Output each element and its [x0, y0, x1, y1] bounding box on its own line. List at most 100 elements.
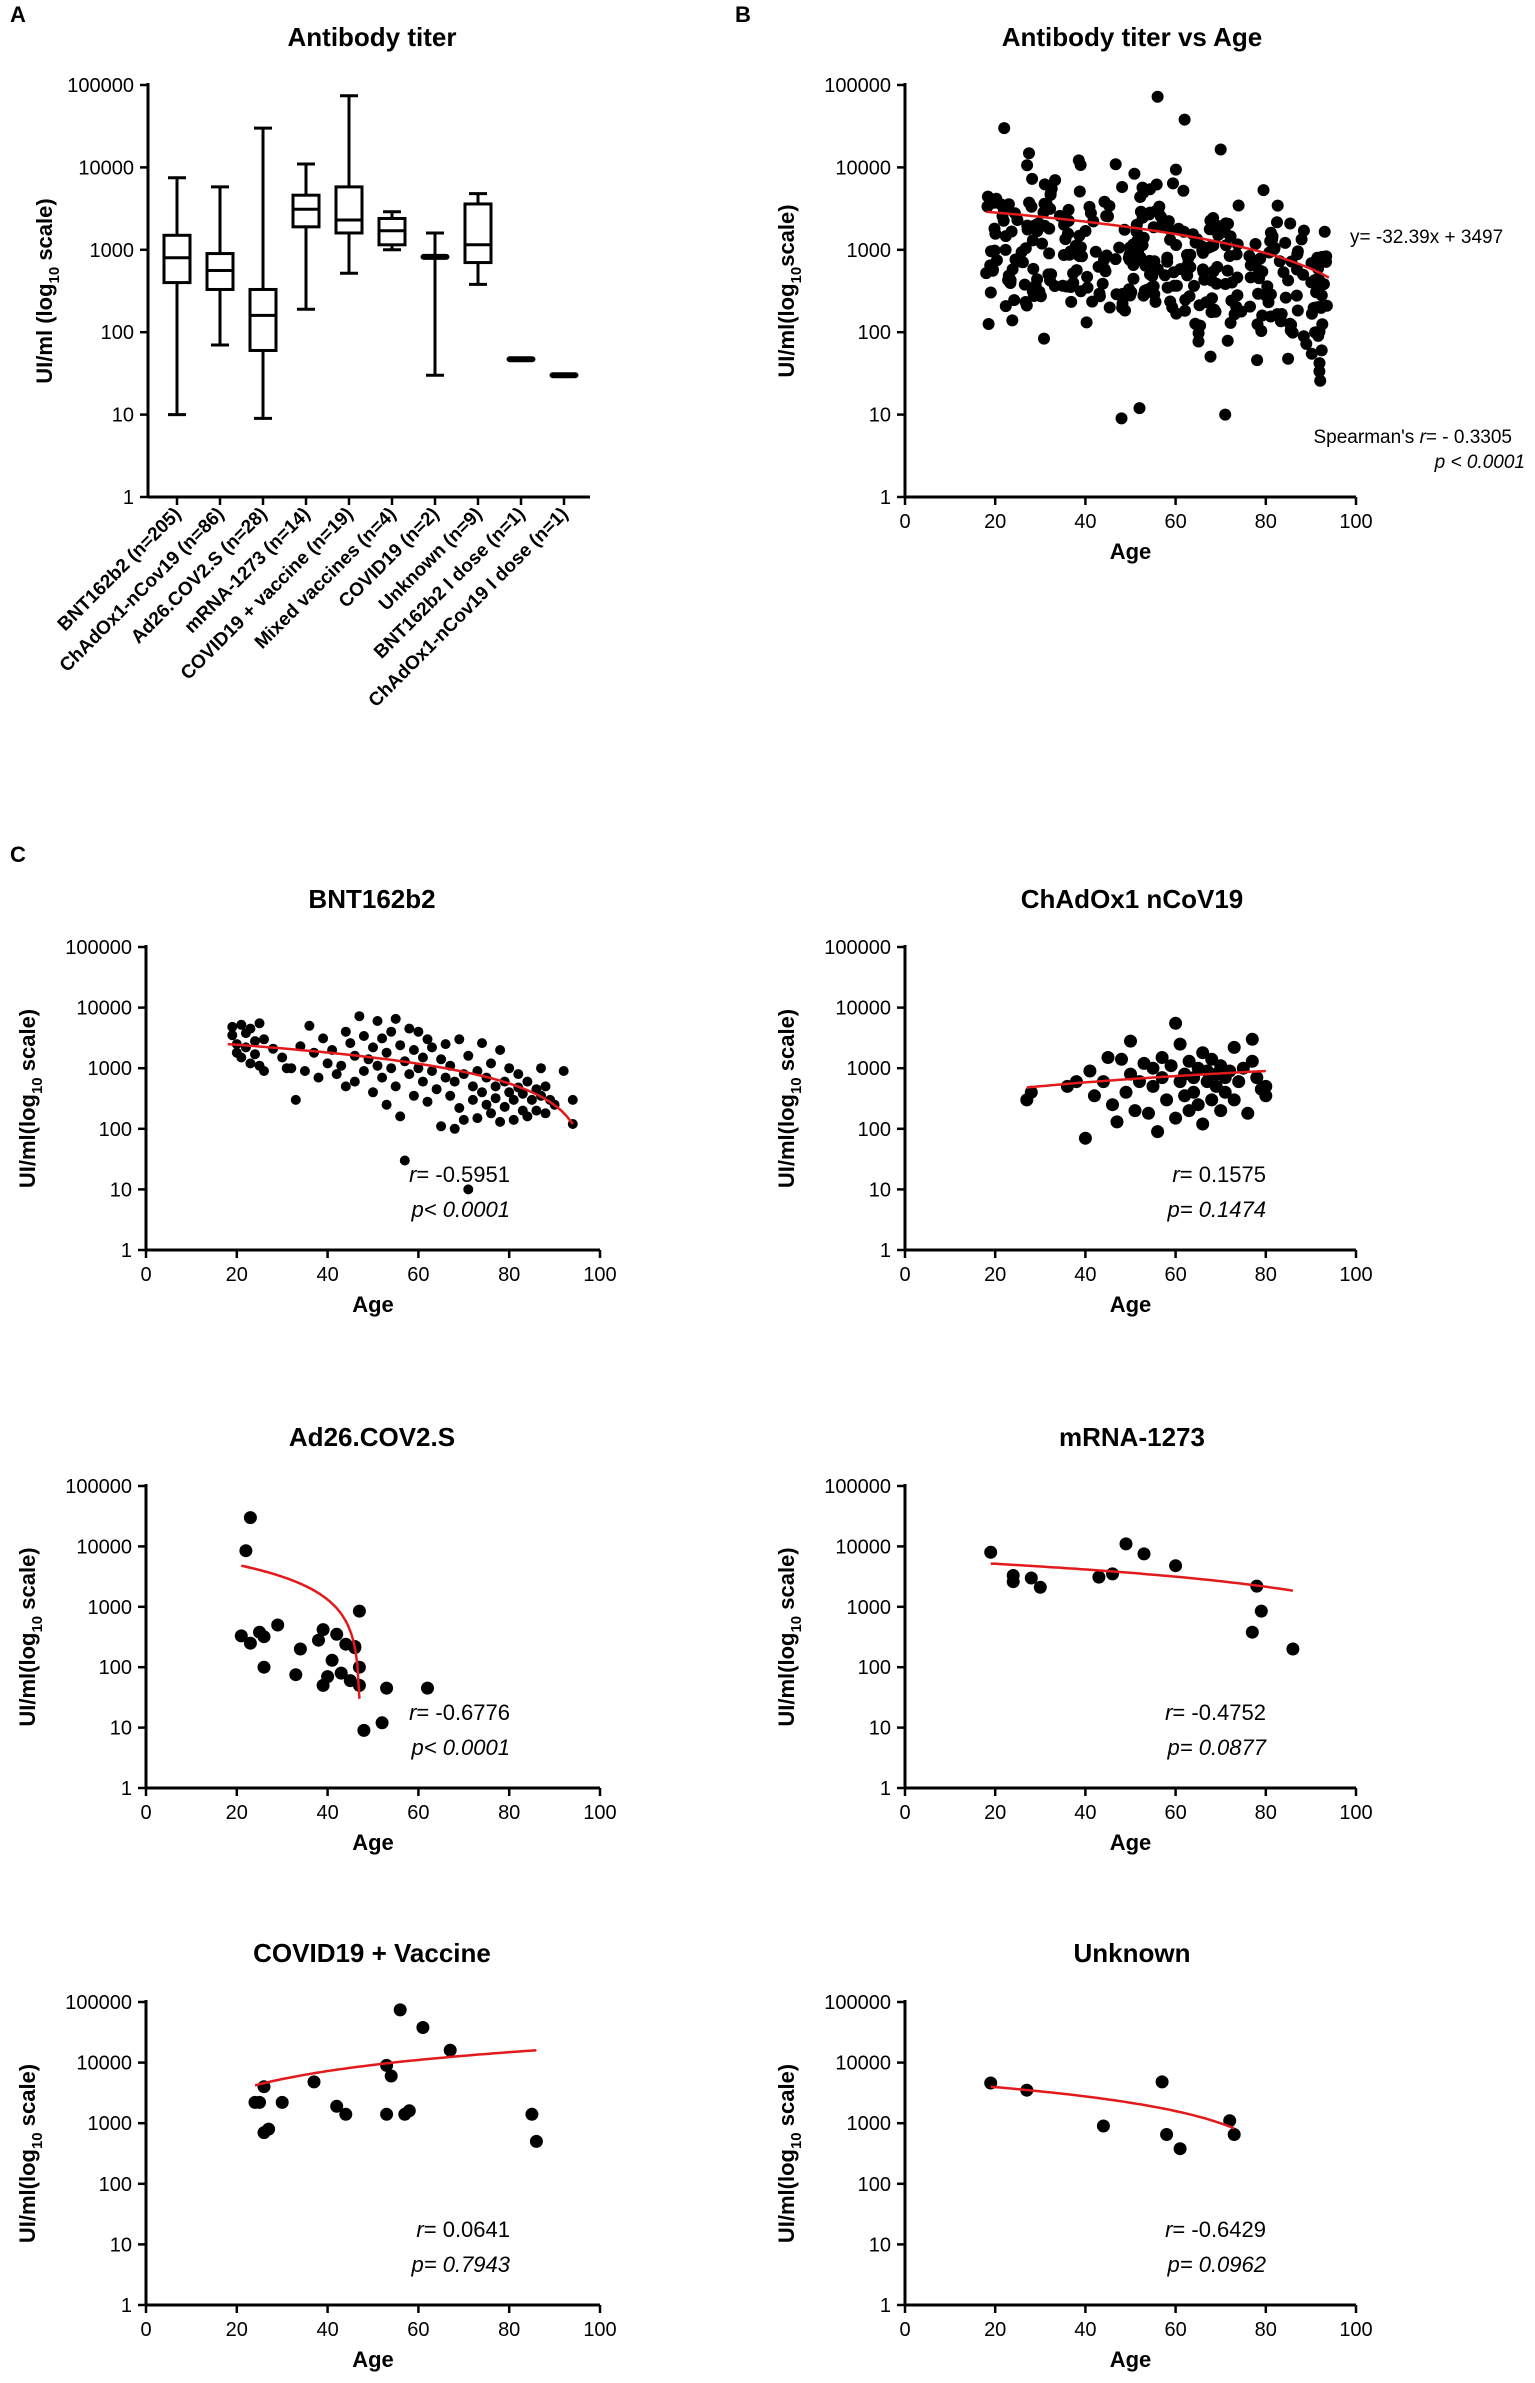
chart-c1-data-point — [449, 1076, 460, 1087]
chart-c1-x-tick-label: 20 — [226, 1264, 248, 1286]
chart-c2-data-point — [1128, 1104, 1142, 1118]
chart-b-data-point — [1256, 265, 1269, 278]
chart-a-y-axis-label: UI/ml (log10 scale) — [32, 198, 63, 383]
chart-b-data-point — [1313, 365, 1326, 378]
chart-b-data-point — [1279, 291, 1292, 304]
chart-b-stat-r: Spearman's r= - 0.3305 — [1314, 427, 1513, 448]
chart-c3-data-point — [352, 1660, 366, 1674]
chart-c1-data-point — [227, 1021, 238, 1032]
chart-c1-data-point — [381, 1047, 392, 1058]
chart-c5-data-point — [529, 2134, 543, 2148]
chart-b-data-point — [1305, 307, 1318, 320]
chart-c6-data-point — [1096, 2119, 1110, 2133]
chart-c4-y-tick-label: 1000 — [847, 1597, 892, 1619]
chart-c5-data-point — [393, 2003, 407, 2017]
chart-c1-data-point — [254, 1018, 265, 1029]
chart-b-data-point — [1134, 191, 1147, 203]
chart-c1-data-point — [540, 1081, 551, 1092]
chart-b-data-point — [1042, 268, 1055, 281]
chart-c1-data-point — [427, 1066, 437, 1076]
chart-c2-data-point — [1142, 1106, 1155, 1120]
chart-c2-data-point — [1245, 1032, 1259, 1046]
chart-b-data-point — [1179, 293, 1192, 306]
chart-c1-data-point — [536, 1063, 546, 1074]
chart-b-data-point — [1067, 267, 1080, 280]
chart-c5-x-tick-label: 20 — [226, 2319, 248, 2341]
chart-b-data-point — [999, 300, 1012, 313]
chart-c1-data-point — [558, 1066, 569, 1076]
chart-c2-data-point — [1151, 1125, 1165, 1139]
chart-c2-data-point — [1205, 1093, 1219, 1107]
chart-c2-stat-r: r= 0.1575 — [1172, 1162, 1266, 1187]
chart-b-data-point — [1026, 234, 1039, 247]
chart-b-data-point — [1127, 272, 1140, 285]
chart-c1-data-point — [236, 1019, 247, 1030]
chart-c1-data-point — [445, 1090, 456, 1101]
chart-c2-data-point — [1124, 1034, 1137, 1048]
chart-c1-data-point — [526, 1094, 537, 1105]
chart-b-x-tick-label: 60 — [1164, 511, 1186, 533]
chart-a-y-tick-label: 100 — [101, 322, 134, 344]
chart-c1-data-point — [499, 1101, 510, 1112]
chart-c1-data-point — [436, 1121, 447, 1132]
chart-c2-y-tick-label: 10 — [869, 1179, 891, 1201]
chart-b-data-point — [989, 227, 1002, 240]
chart-b-data-point — [1221, 334, 1234, 347]
chart-c1-stat-p: p< 0.0001 — [411, 1197, 510, 1222]
chart-b-data-point — [1308, 274, 1321, 287]
chart-b-data-point — [1073, 250, 1086, 263]
chart-c2-data-point — [1173, 1037, 1187, 1051]
chart-b-x-tick-label: 40 — [1074, 511, 1096, 533]
chart-b-data-point — [1008, 294, 1021, 307]
chart-c1-x-tick-label: 40 — [316, 1264, 338, 1286]
chart-c3-stat-p: p< 0.0001 — [411, 1735, 510, 1760]
chart-a-box — [291, 193, 321, 229]
chart-b-data-point — [1219, 217, 1232, 230]
chart-b-data-point — [1034, 290, 1047, 303]
chart-c4-data-point — [1245, 1625, 1259, 1639]
chart-c1-data-point — [495, 1116, 506, 1127]
chart-c4-data-point — [1137, 1547, 1151, 1561]
chart-c1-data-point — [277, 1052, 288, 1063]
chart-c1-data-point — [386, 1026, 397, 1037]
chart-c3-x-tick-label: 0 — [140, 1802, 151, 1824]
chart-b-data-point — [1062, 203, 1075, 216]
chart-c6-x-tick-label: 20 — [984, 2319, 1006, 2341]
chart-c1-x-tick-label: 80 — [498, 1264, 520, 1286]
chart-b-data-point — [1261, 280, 1274, 293]
chart-c3-data-point — [325, 1653, 339, 1667]
chart-c5-x-tick-label: 40 — [316, 2319, 338, 2341]
chart-b-data-point — [984, 286, 997, 299]
chart-c4-data-point — [1119, 1537, 1133, 1551]
chart-c4-data-point — [1254, 1604, 1268, 1618]
chart-c1-data-point — [431, 1084, 442, 1095]
chart-c2-data-point — [1245, 1054, 1259, 1068]
chart-c2-data-point — [1160, 1093, 1174, 1107]
chart-c2-data-point — [1169, 1016, 1183, 1030]
chart-c2-data-point — [1164, 1059, 1178, 1073]
chart-b-equation: y= -32.39x + 3497 — [1350, 227, 1503, 248]
chart-c1-y-tick-label: 100000 — [65, 937, 132, 959]
chart-a-box — [334, 185, 364, 235]
chart-b-data-point — [1083, 200, 1096, 213]
chart-a-y-tick-label: 1000 — [90, 240, 135, 262]
chart-c1-y-tick-label: 100 — [99, 1119, 132, 1141]
chart-c5-data-point — [253, 2095, 266, 2109]
chart-c3-y-tick-label: 100000 — [65, 1476, 132, 1498]
chart-c4-y-tick-label: 10 — [869, 1718, 891, 1740]
chart-c1-x-axis-label: Age — [352, 1292, 394, 1317]
chart-c6-data-point — [1223, 2114, 1237, 2128]
chart-b-y-tick-label: 10 — [869, 405, 891, 427]
chart-c1-data-point — [504, 1087, 515, 1098]
chart-c1-data-point — [395, 1040, 406, 1051]
chart-c1-data-point — [304, 1020, 315, 1031]
chart-c5-x-tick-label: 100 — [583, 2319, 616, 2341]
chart-c3-y-tick-label: 10000 — [76, 1536, 132, 1558]
chart-c4-y-tick-label: 100000 — [824, 1476, 891, 1498]
chart-c1-data-point — [417, 1076, 428, 1087]
chart-b-data-point — [1320, 250, 1333, 263]
chart-c1-data-point — [322, 1058, 333, 1069]
chart-c1-data-point — [390, 1081, 401, 1092]
chart-b-data-point — [1184, 248, 1197, 261]
